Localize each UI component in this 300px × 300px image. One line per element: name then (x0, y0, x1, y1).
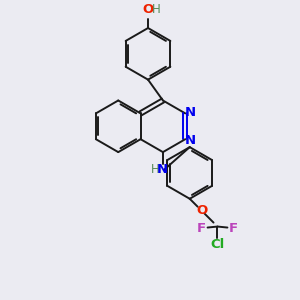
Text: F: F (197, 222, 206, 235)
Text: O: O (142, 3, 154, 16)
Text: H: H (151, 164, 159, 176)
Text: N: N (156, 164, 167, 176)
Text: F: F (229, 222, 238, 235)
Text: H: H (152, 3, 160, 16)
Text: N: N (185, 134, 196, 147)
Text: O: O (196, 204, 207, 217)
Text: N: N (185, 106, 196, 119)
Text: Cl: Cl (210, 238, 225, 251)
